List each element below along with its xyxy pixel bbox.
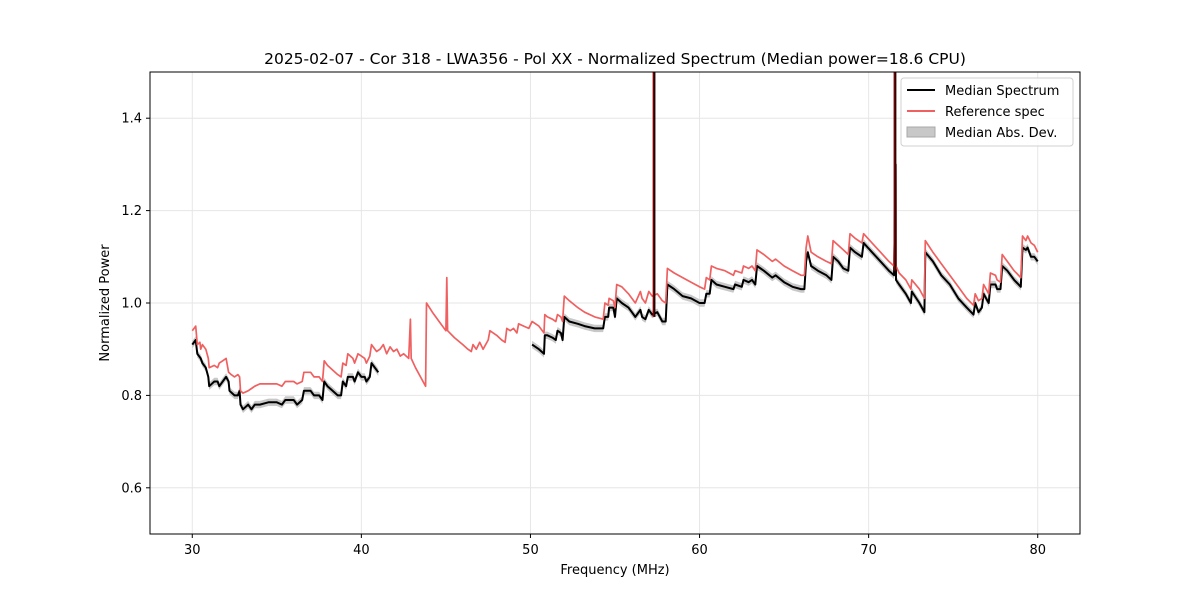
y-axis-label: Normalized Power: [98, 244, 113, 362]
reference-spectrum-line: [191, 163, 1039, 394]
x-tick-label: 80: [1029, 543, 1046, 558]
y-tick-label: 1.4: [121, 112, 142, 127]
y-tick-label: 0.8: [121, 389, 142, 404]
legend-label-median: Median Spectrum: [945, 84, 1059, 99]
x-tick-label: 50: [522, 543, 539, 558]
legend-swatch-mad: [906, 126, 936, 138]
x-tick-label: 60: [691, 543, 708, 558]
x-tick-label: 40: [353, 543, 370, 558]
chart-title: 2025-02-07 - Cor 318 - LWA356 - Pol XX -…: [264, 50, 966, 68]
x-tick-label: 70: [860, 543, 877, 558]
y-tick-label: 1.2: [121, 204, 142, 219]
data-marks: [191, 72, 1039, 413]
x-axis-label: Frequency (MHz): [560, 563, 669, 578]
y-axis-ticks: 0.6 0.8 1.0 1.2 1.4: [121, 112, 150, 496]
x-axis-ticks: 30 40 50 60 70 80: [184, 534, 1046, 558]
legend-label-reference: Reference spec: [945, 105, 1045, 120]
median-spectrum-line: [191, 339, 380, 411]
y-tick-label: 1.0: [121, 297, 142, 312]
legend: Median Spectrum Reference spec Median Ab…: [900, 77, 1074, 147]
legend-box: [900, 77, 1074, 147]
legend-label-mad: Median Abs. Dev.: [945, 126, 1057, 141]
y-tick-label: 0.6: [121, 481, 142, 496]
median-spectrum-line: [531, 163, 1039, 355]
x-tick-label: 30: [184, 543, 201, 558]
